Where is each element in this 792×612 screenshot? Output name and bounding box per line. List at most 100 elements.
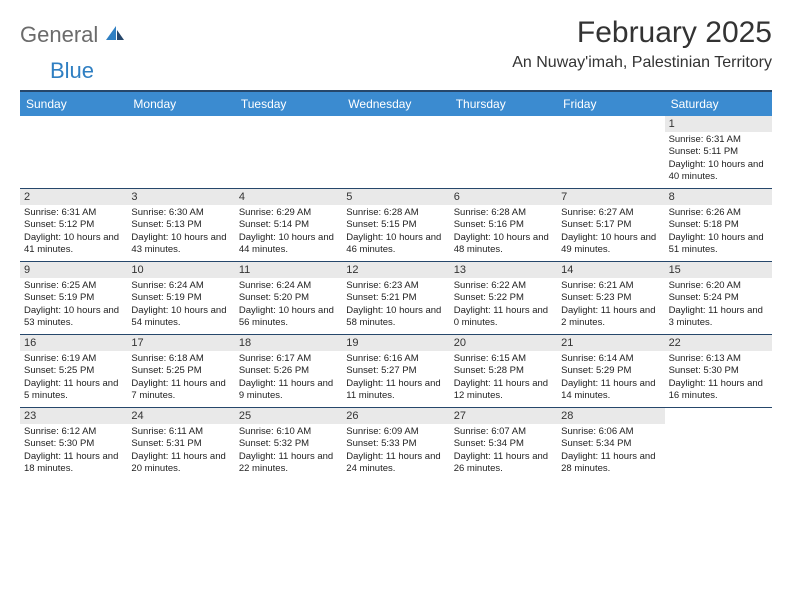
- day-body: Sunrise: 6:23 AMSunset: 5:21 PMDaylight:…: [342, 278, 449, 333]
- sunrise-text: Sunrise: 6:31 AM: [669, 134, 768, 146]
- sunset-text: Sunset: 5:27 PM: [346, 365, 445, 377]
- day-number: 22: [665, 335, 772, 351]
- sunrise-text: Sunrise: 6:15 AM: [454, 353, 553, 365]
- weekday-header: Wednesday: [342, 92, 449, 116]
- day-number: 25: [235, 408, 342, 424]
- daylight-text: Daylight: 11 hours and 5 minutes.: [24, 378, 123, 403]
- sunrise-text: Sunrise: 6:10 AM: [239, 426, 338, 438]
- daylight-text: Daylight: 11 hours and 24 minutes.: [346, 451, 445, 476]
- sunset-text: Sunset: 5:33 PM: [346, 438, 445, 450]
- daylight-text: Daylight: 11 hours and 0 minutes.: [454, 305, 553, 330]
- daylight-text: Daylight: 11 hours and 18 minutes.: [24, 451, 123, 476]
- day-cell: 19 Sunrise: 6:16 AMSunset: 5:27 PMDayligh…: [342, 335, 449, 407]
- day-cell: 21Sunrise: 6:14 AMSunset: 5:29 PMDayligh…: [557, 335, 664, 407]
- day-cell: 14Sunrise: 6:21 AMSunset: 5:23 PMDayligh…: [557, 262, 664, 334]
- brand-part2: Blue: [50, 58, 94, 83]
- daylight-text: Daylight: 10 hours and 49 minutes.: [561, 232, 660, 257]
- sunrise-text: Sunrise: 6:25 AM: [24, 280, 123, 292]
- day-number: 9: [20, 262, 127, 278]
- day-number: 4: [235, 189, 342, 205]
- day-body: Sunrise: 6:18 AMSunset: 5:25 PMDaylight:…: [127, 351, 234, 406]
- daylight-text: Daylight: 11 hours and 11 minutes.: [346, 378, 445, 403]
- day-cell: 24Sunrise: 6:11 AMSunset: 5:31 PMDayligh…: [127, 408, 234, 480]
- day-number: 5: [342, 189, 449, 205]
- sail-icon: [104, 24, 126, 47]
- sunrise-text: Sunrise: 6:13 AM: [669, 353, 768, 365]
- daylight-text: Daylight: 11 hours and 28 minutes.: [561, 451, 660, 476]
- day-body: Sunrise: 6:20 AMSunset: 5:24 PMDaylight:…: [665, 278, 772, 333]
- day-number: 18: [235, 335, 342, 351]
- day-cell: 27Sunrise: 6:07 AMSunset: 5:34 PMDayligh…: [450, 408, 557, 480]
- weekday-header: Monday: [127, 92, 234, 116]
- sunrise-text: Sunrise: 6:30 AM: [131, 207, 230, 219]
- daylight-text: Daylight: 11 hours and 12 minutes.: [454, 378, 553, 403]
- day-body: Sunrise: 6:28 AMSunset: 5:16 PMDaylight:…: [450, 205, 557, 260]
- weekday-header-row: Sunday Monday Tuesday Wednesday Thursday…: [20, 92, 772, 116]
- daylight-text: Daylight: 11 hours and 3 minutes.: [669, 305, 768, 330]
- sunrise-text: Sunrise: 6:19 AM: [24, 353, 123, 365]
- sunrise-text: Sunrise: 6:24 AM: [131, 280, 230, 292]
- week-row: 2Sunrise: 6:31 AMSunset: 5:12 PMDaylight…: [20, 188, 772, 261]
- sunrise-text: Sunrise: 6:29 AM: [239, 207, 338, 219]
- sunrise-text: Sunrise: 6:31 AM: [24, 207, 123, 219]
- day-body: Sunrise: 6:22 AMSunset: 5:22 PMDaylight:…: [450, 278, 557, 333]
- day-body: Sunrise: 6:14 AMSunset: 5:29 PMDaylight:…: [557, 351, 664, 406]
- day-cell: [450, 116, 557, 188]
- daylight-text: Daylight: 11 hours and 7 minutes.: [131, 378, 230, 403]
- sunrise-text: Sunrise: 6:16 AM: [346, 353, 445, 365]
- day-cell: 10Sunrise: 6:24 AMSunset: 5:19 PMDayligh…: [127, 262, 234, 334]
- sunset-text: Sunset: 5:19 PM: [131, 292, 230, 304]
- sunrise-text: Sunrise: 6:07 AM: [454, 426, 553, 438]
- day-body: Sunrise: 6:19 AMSunset: 5:25 PMDaylight:…: [20, 351, 127, 406]
- sunset-text: Sunset: 5:15 PM: [346, 219, 445, 231]
- day-cell: 16Sunrise: 6:19 AMSunset: 5:25 PMDayligh…: [20, 335, 127, 407]
- day-body: Sunrise: 6:09 AMSunset: 5:33 PMDaylight:…: [342, 424, 449, 479]
- day-cell: 9Sunrise: 6:25 AMSunset: 5:19 PMDaylight…: [20, 262, 127, 334]
- day-cell: 7Sunrise: 6:27 AMSunset: 5:17 PMDaylight…: [557, 189, 664, 261]
- calendar-grid: Sunday Monday Tuesday Wednesday Thursday…: [20, 90, 772, 480]
- sunrise-text: Sunrise: 6:12 AM: [24, 426, 123, 438]
- sunrise-text: Sunrise: 6:14 AM: [561, 353, 660, 365]
- sunrise-text: Sunrise: 6:18 AM: [131, 353, 230, 365]
- day-cell: 20Sunrise: 6:15 AMSunset: 5:28 PMDayligh…: [450, 335, 557, 407]
- day-cell: [342, 116, 449, 188]
- day-body: Sunrise: 6:31 AMSunset: 5:11 PMDaylight:…: [665, 132, 772, 187]
- daylight-text: Daylight: 10 hours and 56 minutes.: [239, 305, 338, 330]
- day-number: 10: [127, 262, 234, 278]
- day-body: Sunrise: 6:27 AMSunset: 5:17 PMDaylight:…: [557, 205, 664, 260]
- day-cell: 4Sunrise: 6:29 AMSunset: 5:14 PMDaylight…: [235, 189, 342, 261]
- sunset-text: Sunset: 5:23 PM: [561, 292, 660, 304]
- day-body: Sunrise: 6:13 AMSunset: 5:30 PMDaylight:…: [665, 351, 772, 406]
- day-number: 19: [342, 335, 449, 351]
- location-label: An Nuway'imah, Palestinian Territory: [512, 54, 772, 72]
- sunrise-text: Sunrise: 6:23 AM: [346, 280, 445, 292]
- day-body: Sunrise: 6:28 AMSunset: 5:15 PMDaylight:…: [342, 205, 449, 260]
- day-cell: 17Sunrise: 6:18 AMSunset: 5:25 PMDayligh…: [127, 335, 234, 407]
- day-number: [557, 116, 664, 132]
- sunset-text: Sunset: 5:11 PM: [669, 146, 768, 158]
- day-number: 1: [665, 116, 772, 132]
- sunset-text: Sunset: 5:20 PM: [239, 292, 338, 304]
- day-cell: 8Sunrise: 6:26 AMSunset: 5:18 PMDaylight…: [665, 189, 772, 261]
- day-number: 8: [665, 189, 772, 205]
- week-row: 23Sunrise: 6:12 AMSunset: 5:30 PMDayligh…: [20, 407, 772, 480]
- day-number: 7: [557, 189, 664, 205]
- sunset-text: Sunset: 5:17 PM: [561, 219, 660, 231]
- day-cell: [20, 116, 127, 188]
- sunset-text: Sunset: 5:24 PM: [669, 292, 768, 304]
- day-number: 26: [342, 408, 449, 424]
- sunset-text: Sunset: 5:16 PM: [454, 219, 553, 231]
- weekday-header: Tuesday: [235, 92, 342, 116]
- sunrise-text: Sunrise: 6:20 AM: [669, 280, 768, 292]
- sunrise-text: Sunrise: 6:21 AM: [561, 280, 660, 292]
- weekday-header: Saturday: [665, 92, 772, 116]
- weekday-header: Sunday: [20, 92, 127, 116]
- day-body: Sunrise: 6:25 AMSunset: 5:19 PMDaylight:…: [20, 278, 127, 333]
- day-number: 3: [127, 189, 234, 205]
- day-body: Sunrise: 6:29 AMSunset: 5:14 PMDaylight:…: [235, 205, 342, 260]
- day-body: Sunrise: 6:12 AMSunset: 5:30 PMDaylight:…: [20, 424, 127, 479]
- daylight-text: Daylight: 11 hours and 14 minutes.: [561, 378, 660, 403]
- daylight-text: Daylight: 10 hours and 44 minutes.: [239, 232, 338, 257]
- day-body: Sunrise: 6:31 AMSunset: 5:12 PMDaylight:…: [20, 205, 127, 260]
- daylight-text: Daylight: 11 hours and 9 minutes.: [239, 378, 338, 403]
